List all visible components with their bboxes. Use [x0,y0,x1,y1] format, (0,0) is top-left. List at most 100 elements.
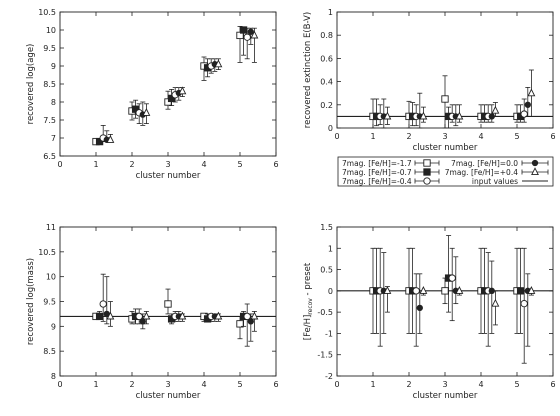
x-tick-label: 3 [165,160,170,169]
legend-frame [337,156,554,187]
x-tick-label: 2 [129,380,134,389]
data-point [236,320,244,328]
x-tick-label: 6 [273,380,278,389]
series-1 [92,25,244,146]
data-point [491,105,500,114]
x-tick-label: 1 [93,380,98,389]
y-tick-label: 11 [46,223,56,232]
y-tick-label: 10.5 [38,8,56,17]
y-axis-label: recovered log(age) [26,44,36,125]
data-point [214,311,223,320]
series-5 [106,301,259,332]
x-tick-label: 0 [57,380,62,389]
data-point [142,107,151,116]
y-axis-label: recovered log(mass) [26,258,36,345]
chart-panel-4: 0 1 2 3 4 5 6 -2 -1.5 -1 -0.5 0 0.5 1 1.5 cluster numbe… [303,223,556,401]
series-1 [369,75,521,129]
y-tick-label: 0.2 [320,101,333,110]
y-tick-label: 7.5 [43,116,56,125]
series-4 [103,276,254,342]
x-tick-label: 2 [406,132,411,141]
y-tick-label: 8 [51,98,56,107]
data-point [416,304,423,312]
data-point [524,101,531,108]
data-point [455,111,464,120]
data-point [142,311,151,320]
x-tick-label: 2 [406,380,411,389]
x-tick-label: 5 [237,160,242,169]
x-tick-label: 5 [514,380,519,389]
data-point [106,134,115,143]
series-5 [383,69,536,125]
data-point [527,286,536,294]
y-tick-label: -2 [325,372,333,381]
x-axis-label: cluster number [136,171,201,181]
data-point [214,59,223,68]
x-axis-label: cluster number [413,391,478,401]
data-point [520,299,528,308]
y-tick-label: -1.5 [317,351,333,360]
series-4 [103,27,254,143]
series-5 [106,27,259,143]
y-tick-label: 10 [46,26,56,35]
data-point [243,312,251,321]
legend-label: 7mag. [Fe/H]=-0.4 [342,177,412,186]
legend-marker [423,168,431,176]
series-3 [99,273,251,347]
y-tick-label: 10 [46,273,56,282]
data-point [250,311,259,320]
data-point [250,30,259,39]
y-tick-label: 0.6 [320,54,333,63]
series-4 [380,87,531,129]
data-point [516,287,525,295]
x-tick-label: 0 [334,132,339,141]
data-point [95,312,104,321]
legend-label: input values [472,177,518,186]
y-tick-label: 6.5 [43,152,56,161]
series-2 [372,98,525,129]
y-tick-label: 9 [51,322,56,331]
x-tick-label: 4 [478,380,483,389]
x-tick-label: 4 [201,380,206,389]
y-tick-label: 10.5 [38,248,56,257]
x-tick-label: 4 [478,132,483,141]
series-3 [376,98,528,127]
data-point [419,111,428,120]
series-2 [95,26,248,146]
series-2 [95,308,248,327]
data-point [455,286,464,294]
legend-marker [531,167,539,176]
y-tick-label: -0.5 [317,308,333,317]
data-point [383,286,392,294]
y-tick-label: 7 [51,134,56,143]
x-tick-label: 6 [550,380,555,389]
x-tick-label: 3 [442,380,447,389]
x-axis-label: cluster number [136,391,201,401]
data-point [164,300,172,308]
x-tick-label: 0 [57,160,62,169]
y-tick-label: 9.5 [43,298,56,307]
series-4 [380,252,531,347]
y-tick-label: -1 [325,329,333,338]
x-axis-label: cluster number [413,143,478,153]
chart-panel-3: 0 1 2 3 4 5 6 8 8.5 9 9.5 10 10.5 11 cluster number rec… [26,223,279,401]
data-point [491,298,500,307]
series-3 [99,27,251,143]
y-tick-label: 9.5 [43,44,56,53]
x-tick-label: 6 [550,132,555,141]
y-tick-label: 1.5 [320,223,333,232]
data-point [527,88,536,97]
data-point [419,286,428,294]
legend-label: 7mag. [Fe/H]=0.0 [451,159,518,168]
y-tick-label: 0 [328,124,333,133]
series-2 [372,235,525,334]
data-point [412,287,420,295]
y-axis-label-subscript: recov [307,298,314,315]
data-point [106,311,115,320]
series-3 [376,247,528,364]
x-tick-label: 1 [370,132,375,141]
chart-panel-2: 0 1 2 3 4 5 6 0 0.2 0.4 0.6 0.8 1 cluster number recov… [303,8,556,153]
data-point [239,26,248,34]
